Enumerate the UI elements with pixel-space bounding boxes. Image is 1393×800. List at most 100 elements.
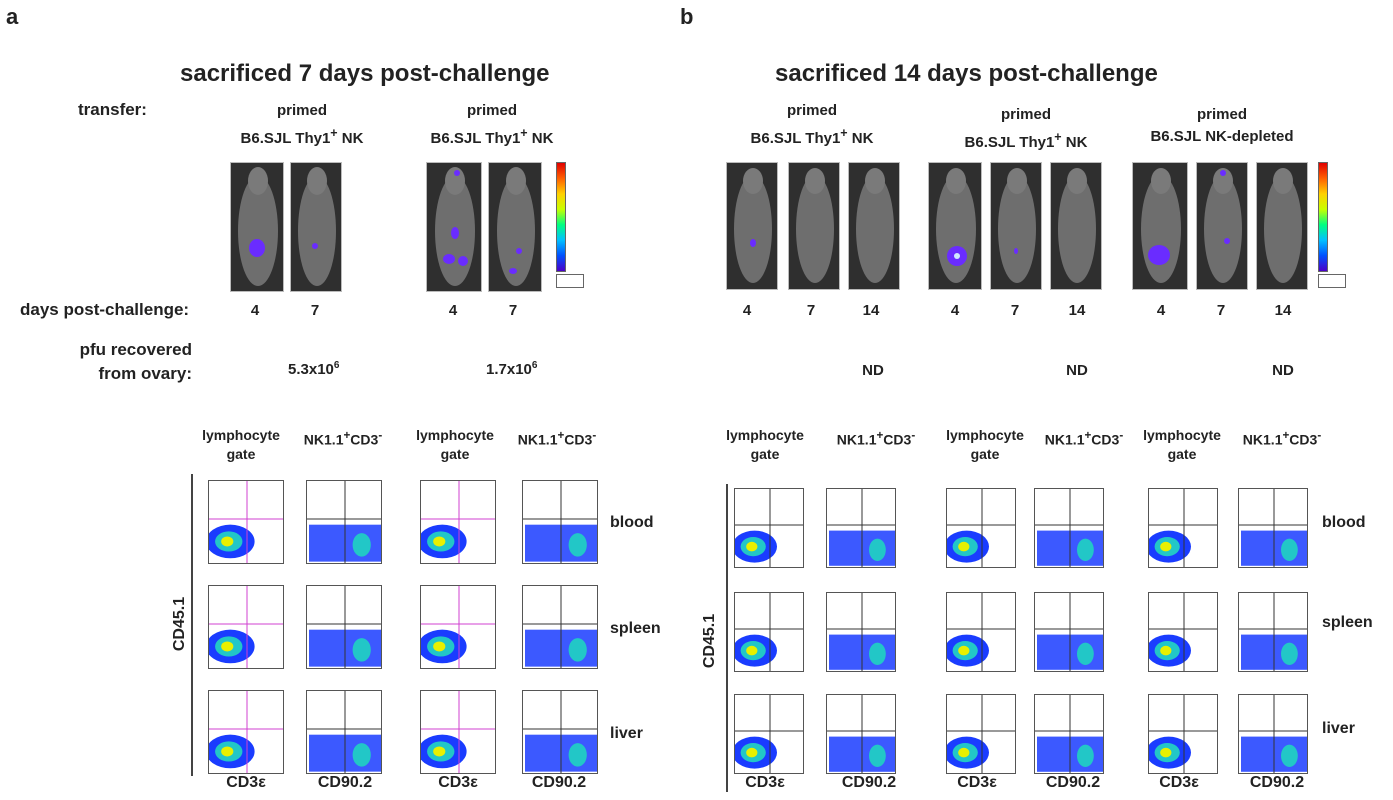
mouse-image: [290, 162, 342, 292]
day-label: 4: [250, 302, 260, 319]
flow-plot: [732, 694, 805, 775]
flow-plot: [417, 585, 497, 670]
flow-column-header: lymphocyte gate: [726, 427, 804, 462]
flow-plot: [205, 690, 285, 775]
mouse-image: [726, 162, 778, 290]
y-axis-label: CD45.1: [701, 613, 718, 669]
flow-plot: [732, 592, 805, 673]
flow-plot: [826, 592, 897, 673]
x-axis-label: CD90.2: [1249, 774, 1305, 791]
flow-plot: [1034, 592, 1105, 673]
x-axis-label: CD90.2: [317, 774, 373, 791]
day-label: 7: [508, 302, 518, 319]
flow-column-header: lymphocyte gate: [1143, 427, 1221, 462]
flow-plot: [1238, 694, 1309, 775]
panel-b-group-2-label: primed B6.SJL Thy1+ NK: [964, 106, 1088, 151]
day-label: 14: [1274, 302, 1292, 319]
day-label: 7: [1010, 302, 1020, 319]
mouse-image: [1196, 162, 1248, 290]
row-label-liver: liver: [1322, 720, 1355, 737]
x-axis-label: CD3ε: [226, 774, 266, 791]
pfu-label: pfu recovered from ovary:: [79, 340, 192, 383]
flow-plot: [1034, 694, 1105, 775]
flow-plot: [732, 488, 805, 569]
flow-column-header: NK1.1+CD3-: [517, 429, 597, 448]
x-axis-label: CD90.2: [841, 774, 897, 791]
panel-b-title: sacrificed 14 days post-challenge: [775, 60, 1158, 87]
y-axis-bracket: [191, 474, 193, 776]
flow-plot: [944, 592, 1017, 673]
pfu-value: 5.3x106: [288, 360, 340, 378]
row-label-blood: blood: [1322, 514, 1366, 531]
panel-b-group-1-label: primed B6.SJL Thy1+ NK: [750, 102, 874, 147]
flow-column-header: lymphocyte gate: [946, 427, 1024, 462]
flow-plot: [306, 480, 383, 565]
flow-column-header: NK1.1+CD3-: [303, 429, 383, 448]
days-post-challenge-label: days post-challenge:: [20, 300, 190, 319]
color-scale-legend-box: [1318, 274, 1346, 288]
flow-plot: [1238, 488, 1309, 569]
mouse-image: [1256, 162, 1308, 290]
panel-b-group-3-label: primed B6.SJL NK-depleted: [1150, 106, 1294, 145]
mouse-image: [426, 162, 482, 292]
flow-plot: [826, 488, 897, 569]
panel-a-title: sacrificed 7 days post-challenge: [180, 60, 550, 87]
pfu-value: ND: [862, 362, 884, 379]
panel-letter-b: b: [680, 4, 694, 29]
flow-plot: [1146, 592, 1219, 673]
flow-plot: [306, 690, 383, 775]
day-label: 4: [950, 302, 960, 319]
flow-column-header: NK1.1+CD3-: [1242, 429, 1322, 448]
day-label: 7: [310, 302, 320, 319]
day-label: 4: [1156, 302, 1166, 319]
pfu-value: ND: [1272, 362, 1294, 379]
mouse-image: [788, 162, 840, 290]
row-label-spleen: spleen: [1322, 614, 1373, 631]
flow-column-header: NK1.1+CD3-: [836, 429, 916, 448]
day-label: 4: [742, 302, 752, 319]
flow-plot: [826, 694, 897, 775]
flow-plot: [306, 585, 383, 670]
flow-plot: [522, 690, 599, 775]
color-scale-legend-box: [556, 274, 584, 288]
day-label: 14: [1068, 302, 1086, 319]
flow-plot: [205, 585, 285, 670]
flow-column-header: lymphocyte gate: [202, 427, 280, 462]
pfu-value: ND: [1066, 362, 1088, 379]
mouse-image: [928, 162, 982, 290]
mouse-image: [1050, 162, 1102, 290]
color-scale-bar: [556, 162, 566, 272]
x-axis-label: CD90.2: [1045, 774, 1101, 791]
panel-a-group-1-label: primed B6.SJL Thy1+ NK: [240, 102, 364, 147]
x-axis-label: CD3ε: [745, 774, 785, 791]
flow-plot: [205, 480, 285, 565]
x-axis-label: CD3ε: [438, 774, 478, 791]
row-label-liver: liver: [610, 725, 643, 742]
panel-letter-a: a: [6, 4, 19, 29]
flow-plot: [417, 480, 497, 565]
flow-plot: [1146, 488, 1219, 569]
mouse-image: [230, 162, 284, 292]
x-axis-label: CD90.2: [531, 774, 587, 791]
flow-plot: [1146, 694, 1219, 775]
flow-column-header: lymphocyte gate: [416, 427, 494, 462]
transfer-label: transfer:: [78, 100, 147, 119]
x-axis-label: CD3ε: [957, 774, 997, 791]
day-label: 7: [1216, 302, 1226, 319]
row-label-blood: blood: [610, 514, 654, 531]
flow-plot: [944, 694, 1017, 775]
flow-plot: [1034, 488, 1105, 569]
panel-a-group-2-label: primed B6.SJL Thy1+ NK: [430, 102, 554, 147]
flow-plot: [522, 585, 599, 670]
day-label: 14: [862, 302, 880, 319]
y-axis-label: CD45.1: [171, 596, 188, 652]
row-label-spleen: spleen: [610, 620, 661, 637]
mouse-image: [990, 162, 1042, 290]
flow-plot: [944, 488, 1017, 569]
mouse-image: [1132, 162, 1188, 290]
flow-column-header: NK1.1+CD3-: [1044, 429, 1124, 448]
flow-plot: [1238, 592, 1309, 673]
flow-plot: [417, 690, 497, 775]
mouse-image: [488, 162, 542, 292]
day-label: 7: [806, 302, 816, 319]
